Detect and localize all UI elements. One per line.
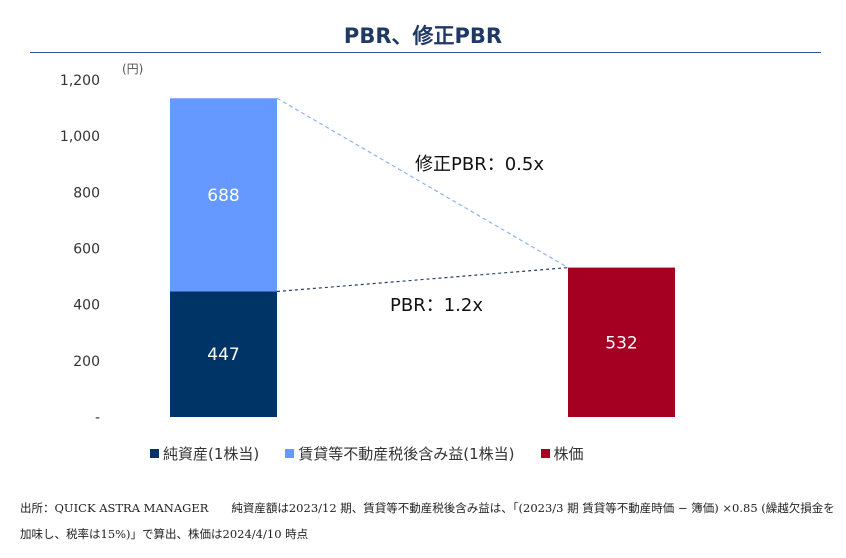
- chart-plot: (円) - 200 400 600 800 1,000 1,200 447 688 532 修正…: [60, 62, 675, 426]
- legend-label-stock-price: 株価: [553, 445, 584, 463]
- legend-item-stock-price: 株価: [540, 443, 584, 464]
- legend-item-net-assets: 純資産(1株当): [150, 443, 259, 464]
- title-divider: [30, 52, 821, 53]
- y-tick-label: -: [95, 410, 100, 426]
- connector-pbr: [276, 266, 569, 293]
- legend-swatch-unrealized-gain: [285, 449, 295, 458]
- chart-title: PBR、修正PBR: [343, 24, 503, 48]
- chart-legend: 純資産(1株当) 賃貸等不動産税後含み益(1株当) 株価: [150, 443, 584, 464]
- y-tick-label: 1,000: [60, 129, 100, 145]
- legend-swatch-stock-price: [540, 449, 550, 458]
- y-tick-label: 600: [73, 242, 100, 258]
- connector-modified-pbr: [276, 97, 569, 269]
- legend-label-net-assets: 純資産(1株当): [163, 445, 260, 463]
- y-tick-label: 400: [73, 298, 100, 314]
- data-label-stock-price: 532: [605, 333, 637, 353]
- y-tick-label: 200: [73, 354, 100, 370]
- bar-net-assets: [170, 291, 277, 417]
- bar-stock-price: [568, 267, 675, 417]
- source-note: 出所：QUICK ASTRA MANAGER 純資産額は2023/12 期、賃貸…: [20, 501, 835, 541]
- legend-item-unrealized-gain: 賃貸等不動産税後含み益(1株当): [285, 443, 515, 464]
- annotation-pbr: PBR：1.2x: [390, 295, 483, 316]
- data-label-net-assets: 447: [207, 345, 239, 365]
- y-unit-label: (円): [122, 62, 143, 76]
- legend-label-unrealized-gain: 賃貸等不動産税後含み益(1株当): [298, 445, 515, 463]
- bar-unrealized-gain: [170, 98, 277, 292]
- legend-swatch-net-assets: [150, 449, 159, 458]
- y-tick-label: 1,200: [60, 73, 100, 89]
- annotation-modified-pbr: 修正PBR：0.5x: [415, 154, 544, 175]
- data-label-unrealized-gain: 688: [207, 186, 239, 206]
- y-tick-label: 800: [73, 185, 100, 201]
